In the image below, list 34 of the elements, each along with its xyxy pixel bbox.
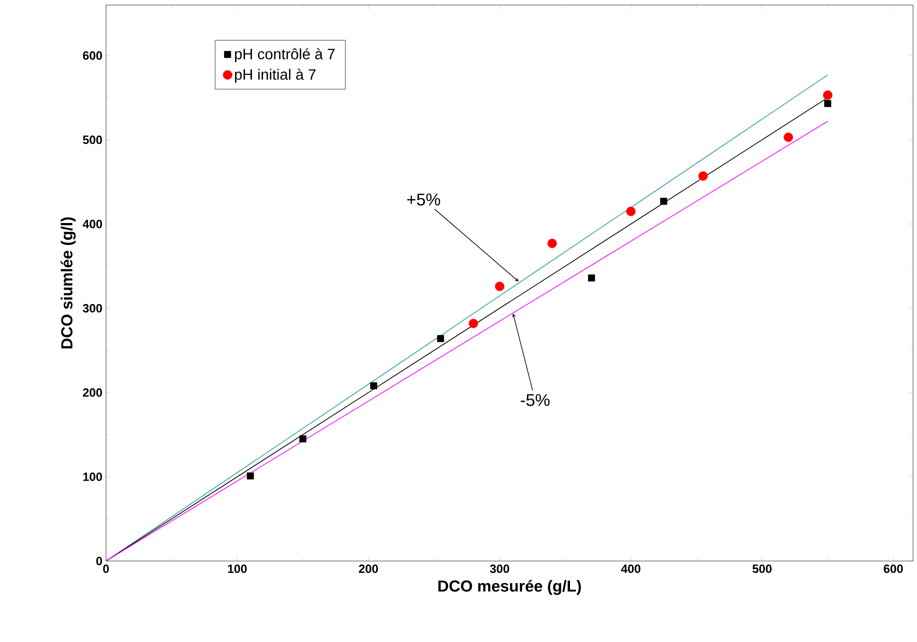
legend-label: pH contrôlé à 7 — [235, 48, 335, 62]
x-tick-label: 100 — [228, 564, 247, 573]
y-tick-label: 100 — [83, 472, 102, 481]
x-tick-label: 200 — [358, 564, 378, 573]
y-tick-label: 0 — [96, 556, 102, 566]
point — [588, 274, 596, 282]
point — [246, 472, 254, 480]
x-tick-label: 500 — [752, 564, 772, 573]
point — [547, 238, 557, 248]
y-tick-label: 400 — [82, 220, 102, 228]
annotation: +5% — [407, 194, 440, 206]
point — [437, 335, 444, 342]
y-tick-label: 300 — [82, 304, 102, 313]
x-tick-label: 0 — [103, 564, 109, 573]
point — [698, 171, 708, 181]
y-tick-label: 600 — [82, 51, 102, 60]
legend-label: pH initial à 7 — [235, 68, 316, 83]
y-axis-title: DCO siumlée (g/l) — [60, 217, 76, 348]
point — [784, 132, 794, 142]
x-axis-title: DCO mesurée (g/L) — [438, 580, 581, 595]
point — [824, 100, 832, 108]
point — [299, 435, 306, 442]
y-tick-label: 200 — [82, 388, 102, 397]
x-tick-label: 600 — [884, 564, 903, 573]
x-tick-label: 400 — [621, 564, 640, 573]
point — [823, 90, 832, 100]
point — [660, 198, 668, 205]
point — [494, 282, 504, 292]
y-tick-label: 500 — [82, 136, 102, 144]
point — [468, 318, 478, 328]
annotation: -5% — [520, 394, 550, 406]
point — [626, 206, 636, 216]
point — [370, 382, 378, 390]
x-tick-label: 300 — [490, 564, 510, 574]
